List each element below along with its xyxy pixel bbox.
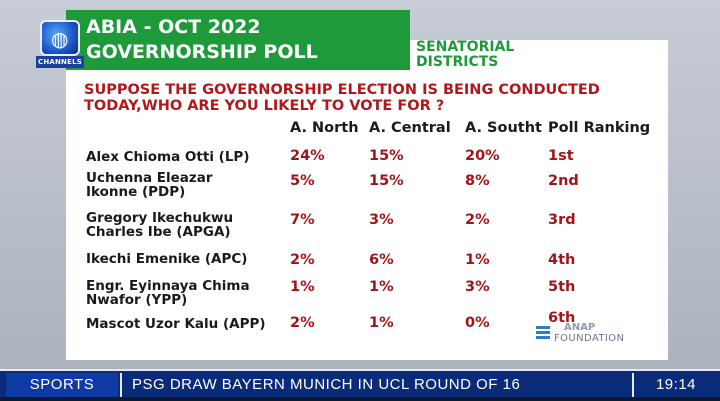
ticker-headline: PSG DRAW BAYERN MUNICH IN UCL ROUND OF 1… (132, 376, 521, 393)
candidate-name-line: Nwafor (YPP) (86, 292, 188, 308)
cell-south: 0% (465, 315, 490, 331)
cell-south: 20% (465, 148, 500, 164)
cell-north: 1% (290, 279, 315, 295)
cell-north: 7% (290, 212, 315, 228)
candidate-name-line: Ikechi Emenike (APC) (86, 251, 248, 267)
cell-central: 1% (369, 315, 394, 331)
channels-logo-text: CHANNELS (36, 56, 84, 68)
cell-central: 1% (369, 279, 394, 295)
candidate-name: Mascot Uzor Kalu (APP) (86, 317, 286, 331)
senatorial-districts-label: SENATORIAL DISTRICTS (416, 40, 514, 70)
header-central: A. Central (369, 120, 451, 136)
cell-central: 15% (369, 148, 404, 164)
candidate-name-line: Charles Ibe (APGA) (86, 224, 231, 240)
ticker-section: SPORTS (6, 373, 118, 397)
question-line1: SUPPOSE THE GOVERNORSHIP ELECTION IS BEI… (84, 82, 600, 98)
cell-north: 24% (290, 148, 325, 164)
cell-north: 2% (290, 252, 315, 268)
news-ticker: SPORTS PSG DRAW BAYERN MUNICH IN UCL ROU… (0, 369, 720, 397)
ticker-divider (632, 373, 634, 397)
cell-south: 2% (465, 212, 490, 228)
cell-rank: 2nd (548, 173, 579, 189)
cell-rank: 5th (548, 279, 576, 295)
candidate-name-line: Gregory Ikechukwu (86, 210, 234, 226)
cell-rank: 3rd (548, 212, 576, 228)
cell-rank: 4th (548, 252, 576, 268)
poll-card (66, 40, 668, 360)
anap-foundation-logo: ANAP FOUNDATION (536, 320, 646, 346)
poll-title-line1: ABIA - OCT 2022 (86, 16, 261, 38)
candidate-name-line: Alex Chioma Otti (LP) (86, 149, 250, 165)
cell-south: 1% (465, 252, 490, 268)
districts-label-line2: DISTRICTS (416, 54, 499, 70)
ticker-clock: 19:14 (655, 376, 697, 393)
header-north: A. North (290, 120, 359, 136)
cell-north: 2% (290, 315, 315, 331)
candidate-name: Uchenna Eleazar Ikonne (PDP) (86, 171, 286, 199)
candidate-name-line: Mascot Uzor Kalu (APP) (86, 316, 266, 332)
cell-north: 5% (290, 173, 315, 189)
candidate-name-line: Ikonne (PDP) (86, 184, 186, 200)
candidate-name-line: Engr. Eyinnaya Chima (86, 278, 250, 294)
cell-central: 3% (369, 212, 394, 228)
header-ranking: Poll Ranking (548, 120, 651, 136)
anap-name: ANAP (564, 322, 596, 333)
ticker-divider (120, 373, 122, 397)
poll-question: SUPPOSE THE GOVERNORSHIP ELECTION IS BEI… (84, 82, 644, 114)
bottom-strip (0, 397, 720, 401)
question-line2: TODAY,WHO ARE YOU LIKELY TO VOTE FOR ? (84, 98, 445, 114)
candidate-name: Engr. Eyinnaya Chima Nwafor (YPP) (86, 279, 286, 307)
candidate-name-line: Uchenna Eleazar (86, 170, 213, 186)
candidate-name: Gregory Ikechukwu Charles Ibe (APGA) (86, 211, 286, 239)
channels-logo: ◍ CHANNELS (36, 20, 84, 68)
poll-title-banner: ABIA - OCT 2022 GOVERNORSHIP POLL (66, 10, 410, 70)
header-south: A. Southt (465, 120, 542, 136)
candidate-name: Ikechi Emenike (APC) (86, 252, 286, 266)
cell-south: 3% (465, 279, 490, 295)
anap-sub: FOUNDATION (554, 333, 625, 344)
cell-rank: 1st (548, 148, 574, 164)
poll-title-line2: GOVERNORSHIP POLL (86, 41, 318, 63)
anap-stripes-icon (536, 326, 550, 340)
cell-south: 8% (465, 173, 490, 189)
cell-central: 6% (369, 252, 394, 268)
cell-rank: 6th (548, 310, 576, 326)
districts-label-line1: SENATORIAL (416, 39, 515, 55)
candidate-name: Alex Chioma Otti (LP) (86, 150, 286, 164)
cell-central: 15% (369, 173, 404, 189)
globe-icon: ◍ (40, 20, 80, 56)
